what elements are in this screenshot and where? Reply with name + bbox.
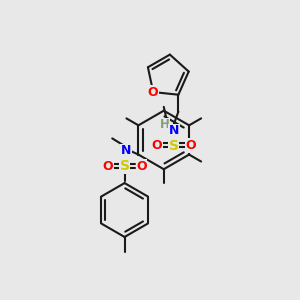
Text: H: H [160, 118, 170, 131]
Text: O: O [152, 139, 162, 152]
Text: O: O [136, 160, 147, 172]
Text: N: N [169, 124, 179, 137]
Text: N: N [121, 144, 131, 157]
Text: O: O [102, 160, 113, 172]
Text: S: S [120, 159, 130, 173]
Text: O: O [185, 139, 196, 152]
Text: O: O [148, 85, 158, 99]
Text: S: S [169, 139, 179, 152]
